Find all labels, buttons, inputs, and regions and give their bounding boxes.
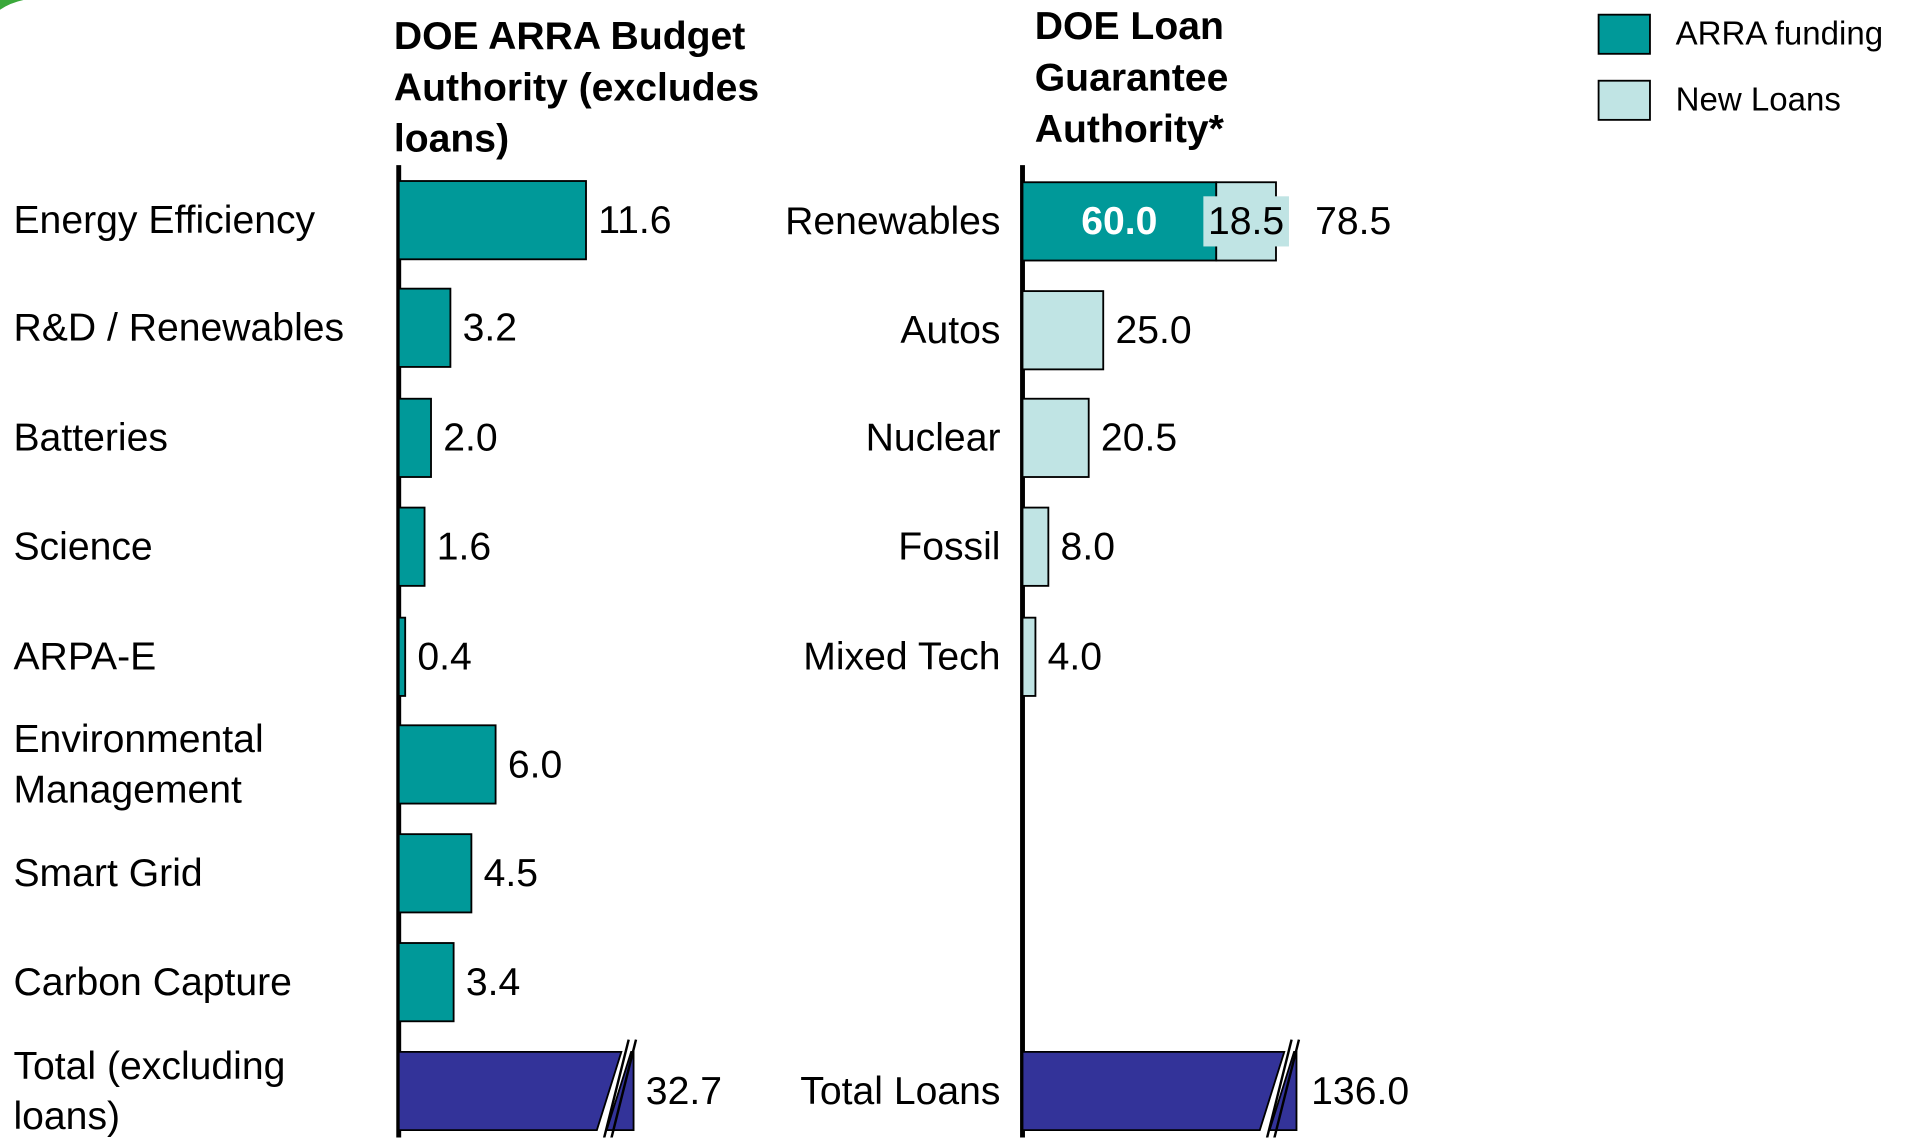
bar	[397, 506, 426, 587]
category-label: Mixed Tech	[803, 634, 1001, 679]
value-label: 11.6	[598, 197, 672, 242]
total-bar	[1021, 1050, 1286, 1132]
bar	[397, 724, 497, 805]
break-mark	[1265, 1039, 1293, 1138]
value-label: 25.0	[1115, 307, 1192, 352]
bar-segment	[1021, 397, 1090, 478]
legend-swatch	[1597, 13, 1651, 55]
value-label: 20.5	[1100, 415, 1178, 460]
bar	[397, 833, 473, 914]
value-label: 0.4	[417, 634, 472, 679]
legend-label: New Loans	[1675, 81, 1841, 119]
category-label: Total Loans	[800, 1068, 1001, 1113]
value-label: 18.5	[1203, 196, 1290, 247]
value-label: 2.0	[443, 415, 498, 460]
bar	[397, 180, 587, 261]
logo-fragment	[0, 0, 74, 10]
value-label: 60.0	[1081, 198, 1158, 243]
break-mark	[610, 1039, 638, 1138]
value-label: 1.6	[436, 524, 492, 569]
legend-swatch	[1597, 79, 1651, 121]
break-mark	[1273, 1039, 1301, 1138]
category-label: R&D / Renewables	[13, 305, 345, 350]
value-label: 4.0	[1047, 634, 1103, 679]
bar-segment	[1021, 290, 1105, 371]
bar	[397, 942, 455, 1023]
value-label: 4.5	[483, 850, 539, 895]
category-label: Renewables	[785, 198, 1001, 243]
total-bar	[397, 1050, 623, 1132]
category-label: Smart Grid	[13, 850, 203, 895]
bar-segment	[1021, 616, 1037, 697]
category-label: Total (excluding loans)	[13, 1043, 286, 1138]
legend-label: ARRA funding	[1675, 15, 1884, 52]
bar	[397, 287, 452, 368]
category-label: Science	[13, 524, 153, 569]
category-label: Environmental Management	[13, 716, 264, 811]
category-label: Energy Efficiency	[13, 197, 316, 242]
category-label: Batteries	[13, 415, 168, 460]
bar-segment	[1021, 506, 1050, 587]
category-label: Nuclear	[865, 415, 1001, 460]
chart-title: DOE ARRA Budget Authority (excludes loan…	[393, 13, 760, 161]
value-label: 6.0	[507, 741, 563, 786]
value-label: 32.7	[645, 1068, 722, 1113]
category-label: Carbon Capture	[13, 959, 292, 1004]
value-label: 3.2	[462, 305, 518, 350]
value-label: 136.0	[1311, 1068, 1410, 1113]
total-label: 78.5	[1315, 198, 1392, 243]
chart-title: DOE Loan Guarantee Authority*	[1034, 3, 1229, 151]
value-label: 8.0	[1060, 524, 1115, 569]
bar	[397, 616, 407, 697]
category-label: Fossil	[898, 524, 1001, 569]
category-label: Autos	[900, 307, 1001, 352]
break-mark	[602, 1039, 630, 1138]
bar	[397, 397, 432, 478]
value-label: 3.4	[465, 959, 521, 1004]
category-label: ARPA-E	[13, 634, 157, 679]
